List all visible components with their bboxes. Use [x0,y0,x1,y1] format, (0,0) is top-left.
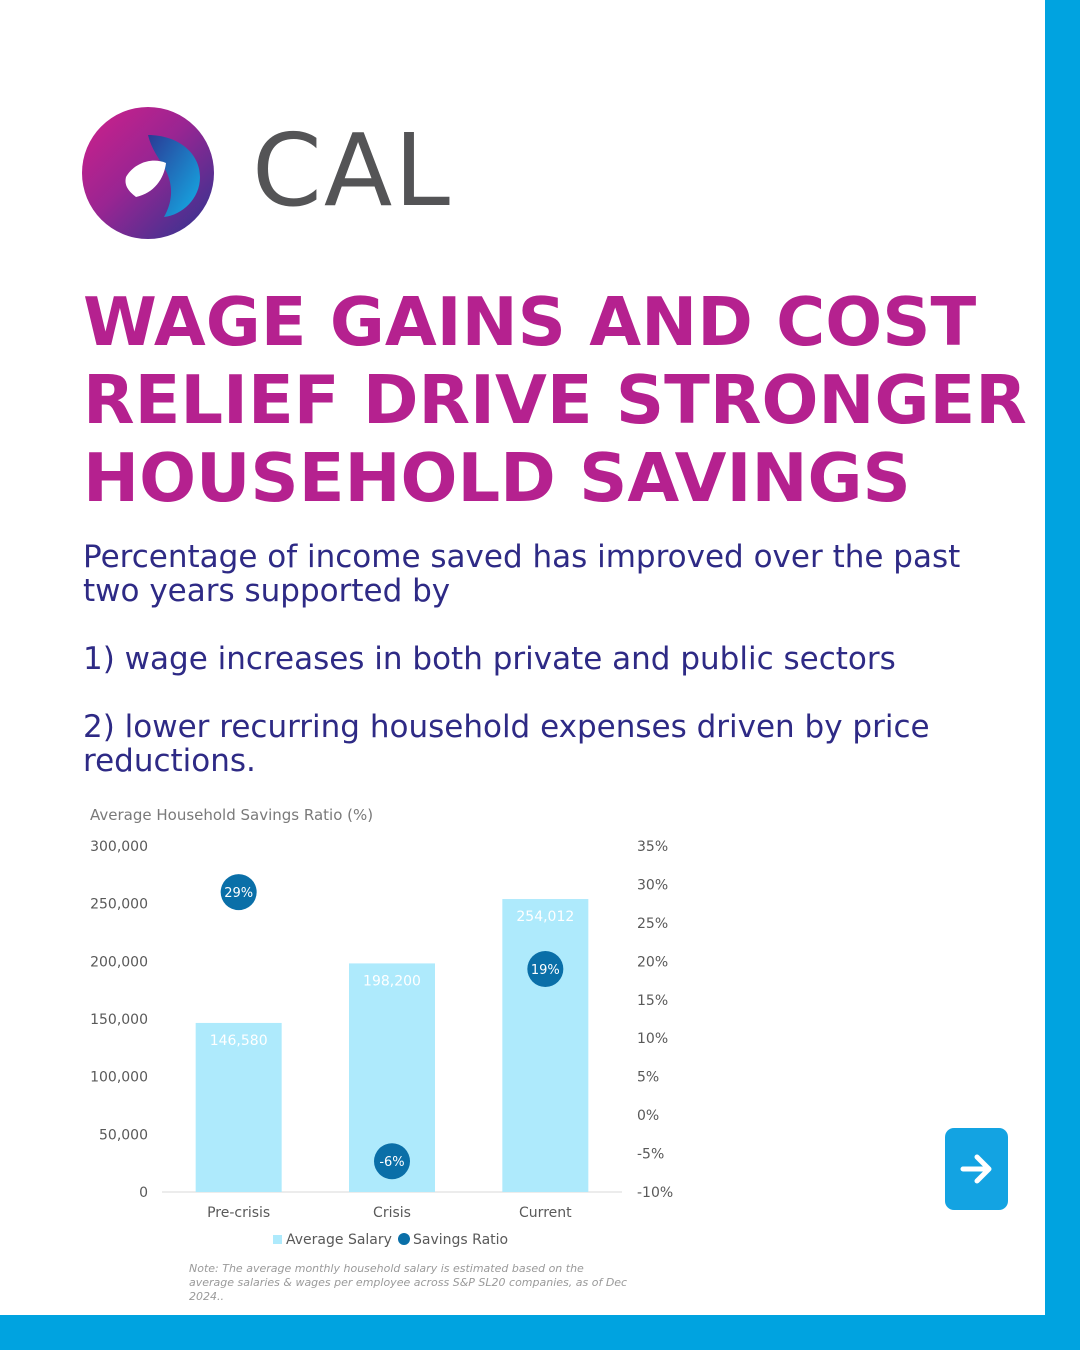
y-left-tick-label: 300,000 [90,839,148,855]
savings-chart: Average Household Savings Ratio (%) 0 50,… [82,800,702,1303]
headline-line-2: RELIEF DRIVE STRONGER [83,361,1027,439]
cal-logo-icon [82,107,214,239]
y-right-tick-label: 30% [637,877,668,893]
y-right-tick-label: 35% [637,839,668,855]
chart-note: Note: The average monthly household sala… [189,1262,628,1303]
headline-line-1: WAGE GAINS AND COST [83,283,977,361]
body-point-2: 2) lower recurring household expenses dr… [83,709,930,779]
bar-average-salary [195,1022,282,1192]
headline-line-3: HOUSEHOLD SAVINGS [83,439,911,517]
body-text: Percentage of income saved has improved … [83,540,1013,778]
y-left-tick-label: 0 [139,1185,148,1201]
y-right-tick-label: -5% [637,1147,664,1163]
bar-data-label: 146,580 [210,1033,268,1049]
bar-average-salary [502,899,589,1192]
savings-ratio-point [374,1143,410,1180]
y-right-tick-label: 15% [637,993,668,1009]
y-right-tick-label: 20% [637,954,668,970]
savings-ratio-point [527,951,564,988]
y-left-tick-label: 100,000 [90,1070,148,1086]
y-left-tick-label: 150,000 [90,1012,148,1028]
y-right-tick-label: 10% [637,1031,668,1047]
bar-data-label: 254,012 [516,909,574,925]
bar-data-label: 198,200 [363,973,421,989]
y-right-tick-label: 5% [637,1070,659,1086]
brand-name: CAL [252,112,452,229]
next-button[interactable] [945,1128,1008,1210]
y-left-tick-label: 200,000 [90,954,148,970]
savings-ratio-label: 19% [531,963,560,978]
savings-ratio-label: -6% [379,1155,404,1170]
legend-label-savings-ratio: Savings Ratio [413,1232,508,1248]
y-right-tick-label: 0% [637,1108,659,1124]
legend-label-average-salary: Average Salary [286,1232,392,1248]
savings-ratio-point [220,874,257,911]
y-left-tick-label: 250,000 [90,897,148,913]
y-right-tick-label: 25% [637,916,668,932]
y-left-tick-label: 50,000 [99,1127,148,1143]
legend-swatch-average-salary [273,1235,282,1244]
savings-ratio-label: 29% [224,886,253,901]
brand-logo: CAL [82,107,482,242]
x-tick-label: Crisis [373,1205,411,1221]
y-right-tick-label: -10% [637,1185,673,1201]
body-intro: Percentage of income saved has improved … [83,539,961,609]
x-tick-label: Current [519,1205,572,1221]
chart-title: Average Household Savings Ratio (%) [90,806,374,824]
headline: WAGE GAINS AND COST RELIEF DRIVE STRONGE… [83,283,1033,517]
legend-swatch-savings-ratio [398,1233,410,1245]
x-tick-label: Pre-crisis [207,1205,270,1221]
chart-canvas: 0 50,000 100,000 150,000 200,000 250,000 300,0… [90,839,673,1248]
body-point-1: 1) wage increases in both private and pu… [83,641,896,677]
right-frame-bar [1045,0,1080,1350]
bottom-frame-bar [0,1315,1080,1350]
arrow-right-icon [960,1154,991,1184]
